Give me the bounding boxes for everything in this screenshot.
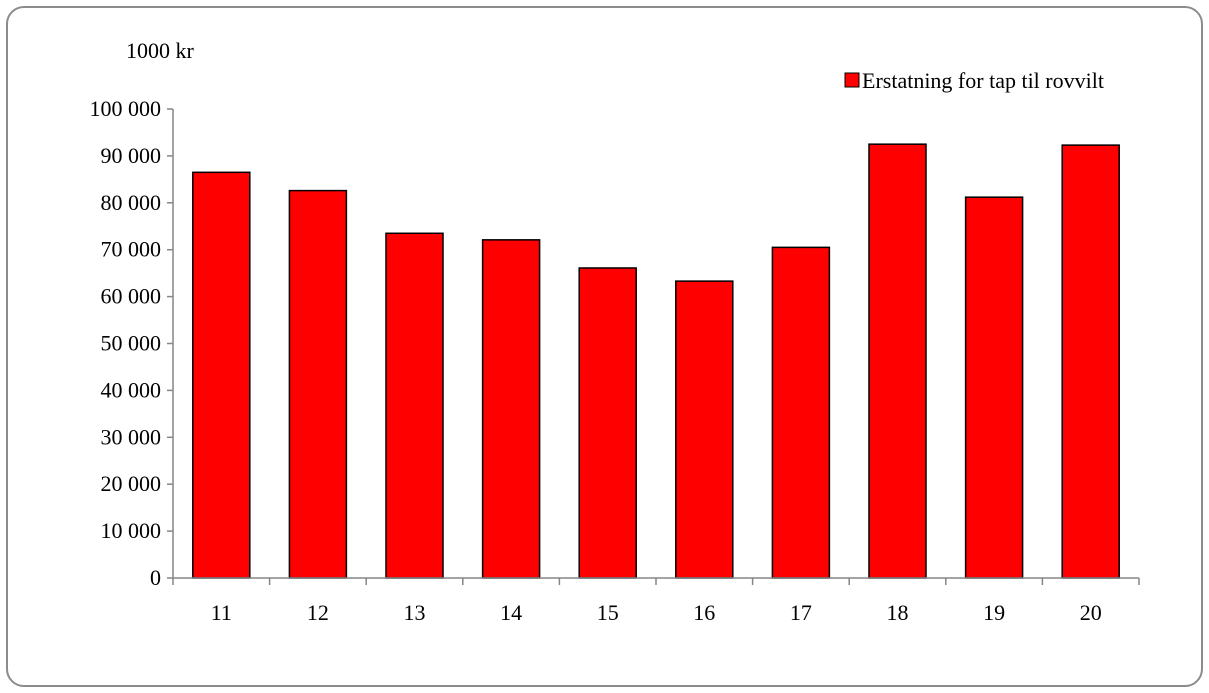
- x-axis: 11 12 13 14 15 16 17 18 19 20: [172, 577, 1140, 625]
- bar: [868, 143, 927, 579]
- legend-label: Erstatning for tap til rovvilt: [862, 68, 1104, 93]
- x-tick-label: 18: [887, 600, 909, 625]
- y-tick-label: 70 000: [101, 237, 162, 262]
- x-tick-label: 11: [211, 600, 232, 625]
- x-tick-label: 12: [307, 600, 329, 625]
- bars: [192, 143, 1120, 579]
- x-tick-label: 14: [500, 600, 522, 625]
- y-tick-label: 10 000: [101, 518, 162, 543]
- bar: [1061, 144, 1120, 579]
- bar: [964, 196, 1024, 579]
- y-tick-label: 100 000: [90, 96, 162, 121]
- x-tick-label: 13: [404, 600, 426, 625]
- y-axis-unit-label: 1000 kr: [126, 38, 195, 63]
- y-tick-label: 60 000: [101, 284, 162, 309]
- y-tick-label: 0: [150, 565, 161, 590]
- y-tick-label: 40 000: [101, 377, 162, 402]
- x-tick-label: 17: [790, 600, 812, 625]
- x-tick-label: 15: [597, 600, 619, 625]
- bar: [481, 239, 541, 579]
- y-tick-label: 20 000: [101, 471, 162, 496]
- bar: [288, 189, 348, 579]
- y-tick-label: 90 000: [101, 143, 162, 168]
- bar: [192, 171, 251, 579]
- y-axis: 0 10 000 20 000 30 000 40 000 50 000 60 000 70 …: [90, 96, 174, 590]
- legend: Erstatning for tap til rovvilt: [844, 68, 1104, 93]
- bar: [675, 280, 734, 579]
- y-tick-label: 50 000: [101, 331, 162, 356]
- x-tick-label: 20: [1080, 600, 1102, 625]
- bar: [385, 232, 444, 579]
- bar: [771, 246, 831, 579]
- x-tick-label: 16: [693, 600, 715, 625]
- bar: [578, 267, 637, 579]
- y-tick-label: 30 000: [101, 424, 162, 449]
- y-tick-label: 80 000: [101, 190, 162, 215]
- legend-swatch: [844, 72, 860, 88]
- x-tick-label: 19: [983, 600, 1005, 625]
